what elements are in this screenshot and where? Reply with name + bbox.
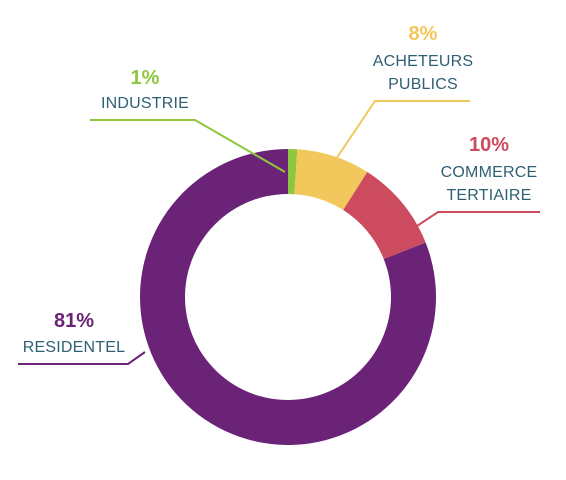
slice-acheteurs-publics — [294, 149, 368, 211]
category-label-industrie: INDUSTRIE — [101, 95, 189, 112]
leader-line-acheteurs-publics — [329, 100, 470, 169]
value-label-acheteurs-publics: 8% — [409, 23, 438, 45]
value-label-industrie: 1% — [131, 67, 160, 89]
slice-residentel — [140, 149, 437, 445]
category-label-acheteurs-publics-line1: ACHETEURS — [373, 53, 473, 70]
leader-line-industrie — [90, 119, 286, 173]
category-label-residentel: RESIDENTEL — [23, 339, 125, 356]
category-label-acheteurs-publics-line2: PUBLICS — [388, 76, 458, 93]
slice-commerce-tertiaire — [343, 172, 426, 260]
category-label-commerce-tertiaire-line2: TERTIAIRE — [446, 187, 531, 204]
donut-slices — [140, 149, 437, 445]
category-label-commerce-tertiaire-line1: COMMERCE — [441, 164, 538, 181]
value-label-commerce-tertiaire: 10% — [469, 134, 509, 156]
leader-line-commerce-tertiaire — [407, 211, 540, 233]
leader-line-residentel — [18, 351, 146, 365]
value-label-residentel: 81% — [54, 310, 94, 332]
slice-industrie — [288, 149, 298, 195]
